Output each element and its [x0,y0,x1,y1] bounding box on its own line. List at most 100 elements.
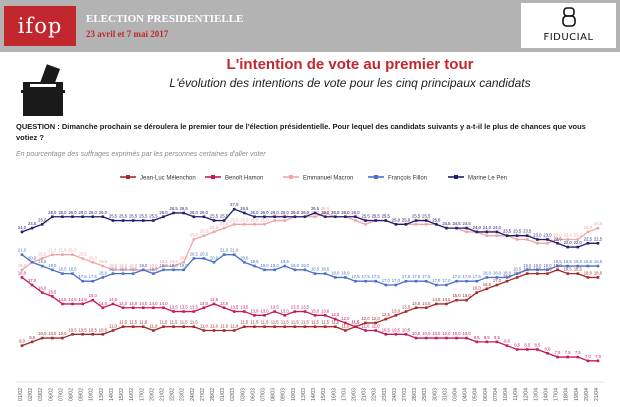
data-point [414,336,418,340]
data-point [313,215,317,219]
data-label: 26,0 [291,210,300,215]
x-tick-label: 09/02 [79,388,85,401]
data-label: 18,0 [503,270,512,275]
data-point [243,325,246,329]
data-label: 9,5 [494,335,500,340]
data-label: 26,0 [321,210,330,215]
series-line [21,269,598,347]
data-point [566,264,569,268]
data-point [556,238,559,241]
data-label: 13,5 [180,305,189,310]
data-label: 21,0 [230,248,239,253]
data-point [525,234,529,238]
data-label: 23,0 [574,233,583,238]
data-label: 25,5 [372,214,381,219]
data-label: 18,5 [564,267,573,272]
data-point [162,268,165,272]
data-point [313,272,317,275]
data-point [505,344,509,347]
x-tick-label: 23/03 [382,388,388,401]
data-label: 20,0 [180,255,189,260]
data-point [273,215,276,219]
data-label: 10,0 [432,331,441,336]
data-label: 23,5 [513,229,522,234]
data-label: 18,0 [483,270,492,275]
data-point [414,306,418,310]
header-title: ELECTION PRESIDENTIELLE [86,13,244,25]
data-point [344,329,347,332]
data-point [556,241,559,245]
x-tick-label: 14/02 [109,388,115,401]
data-point [51,215,54,219]
data-point [293,310,297,313]
x-tick-label: 29/03 [422,388,428,401]
data-point [404,332,408,336]
data-label: 9,5 [484,335,490,340]
data-label: 26,0 [351,210,360,215]
data-point [172,264,175,268]
x-tick-label: 10/02 [89,388,95,401]
data-label: 18,0 [18,270,27,275]
data-label: 20,0 [210,255,219,260]
data-point [111,329,115,332]
legend-item: Benoît Hamon [205,175,263,182]
data-label: 11,0 [109,324,118,329]
data-point [192,257,196,260]
x-tick-label: 01/02 [18,388,24,401]
data-label: 10,5 [89,327,98,332]
data-label: 11,5 [271,320,280,325]
data-label: 17,5 [402,274,411,279]
data-point [91,260,95,264]
legend-item: Marine Le Pen [448,175,507,182]
data-label: 26,5 [170,206,179,211]
data-label: 18,5 [129,267,138,272]
data-point [465,298,468,302]
data-point [465,279,468,283]
data-point [596,226,600,230]
data-point [475,230,479,234]
data-point [546,268,549,272]
data-point [485,230,489,234]
data-point [202,234,206,238]
data-point [455,226,458,230]
legend-marker [126,175,130,179]
data-label: 17,5 [422,274,431,279]
data-point [475,340,479,344]
data-label: 19,0 [180,263,189,268]
data-point [101,306,105,310]
data-point [192,238,196,241]
data-point [566,272,569,275]
data-label: 12,0 [372,316,381,321]
data-label: 26,0 [331,210,340,215]
data-point [556,355,559,359]
survey-question: QUESTION : Dimanche prochain se dérouler… [16,122,586,142]
data-point [212,230,216,234]
data-point [536,238,539,241]
data-label: 10,0 [452,331,461,336]
data-label: 17,5 [463,274,472,279]
data-point [243,223,246,226]
data-label: 19,0 [149,263,158,268]
data-point [30,283,34,287]
legend-label: Jean-Luc Mélenchon [140,176,196,182]
data-label: 25,0 [230,217,239,222]
data-point [515,348,519,351]
data-label: 26,0 [260,210,269,215]
data-point [323,314,327,317]
data-label: 8,5 [534,342,540,347]
data-label: 18,5 [68,267,77,272]
data-label: 13,5 [170,305,179,310]
data-label: 13,0 [281,308,290,313]
data-point [435,283,438,287]
data-point [596,264,600,268]
data-label: 26,5 [240,206,249,211]
data-point [141,325,145,329]
data-point [303,268,307,272]
x-tick-label: 06/02 [48,388,54,401]
header-dates: 23 avril et 7 mai 2017 [86,29,169,39]
data-point [20,268,24,272]
data-point [172,211,175,215]
data-point [354,219,357,222]
data-point [394,223,398,226]
data-label: 10,5 [382,327,391,332]
